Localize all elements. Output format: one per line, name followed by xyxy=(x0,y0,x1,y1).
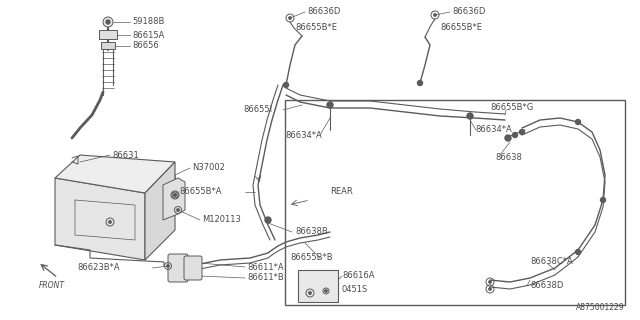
Text: A875001229: A875001229 xyxy=(577,303,625,312)
Text: 0451S: 0451S xyxy=(342,285,368,294)
Text: 86634*A: 86634*A xyxy=(475,125,512,134)
Polygon shape xyxy=(55,155,175,193)
Text: 86655B*E: 86655B*E xyxy=(295,23,337,33)
Text: 86655B*G: 86655B*G xyxy=(490,102,533,111)
Circle shape xyxy=(434,14,436,16)
Circle shape xyxy=(417,81,422,85)
Text: 86634*A: 86634*A xyxy=(285,131,322,140)
Text: REAR: REAR xyxy=(330,188,353,196)
Text: 86631: 86631 xyxy=(112,150,139,159)
Circle shape xyxy=(177,209,179,211)
Text: 86615A: 86615A xyxy=(132,30,164,39)
Bar xyxy=(298,270,338,302)
Text: 86623B*A: 86623B*A xyxy=(77,263,120,273)
FancyBboxPatch shape xyxy=(184,256,202,280)
Circle shape xyxy=(520,130,525,134)
Text: 86656: 86656 xyxy=(132,42,159,51)
Text: 59188B: 59188B xyxy=(132,18,164,27)
Text: N37002: N37002 xyxy=(192,164,225,172)
Text: 86655I: 86655I xyxy=(243,106,272,115)
Text: 86638B: 86638B xyxy=(295,228,328,236)
Text: 86611*A: 86611*A xyxy=(247,262,284,271)
Polygon shape xyxy=(145,162,175,260)
Text: 86636D: 86636D xyxy=(452,7,485,17)
Circle shape xyxy=(513,132,518,138)
Circle shape xyxy=(324,290,327,292)
Circle shape xyxy=(467,113,473,119)
FancyBboxPatch shape xyxy=(168,254,188,282)
FancyBboxPatch shape xyxy=(101,42,115,49)
Text: 86638D: 86638D xyxy=(530,281,563,290)
Text: 86638: 86638 xyxy=(495,154,522,163)
Text: 86655B*B: 86655B*B xyxy=(290,253,333,262)
Circle shape xyxy=(309,292,311,294)
FancyBboxPatch shape xyxy=(99,30,117,39)
Polygon shape xyxy=(163,178,185,220)
Circle shape xyxy=(327,102,333,108)
Bar xyxy=(285,100,625,305)
Text: 86616A: 86616A xyxy=(342,270,374,279)
Text: 86636D: 86636D xyxy=(307,7,340,17)
Circle shape xyxy=(489,281,492,283)
Text: 86655B*A: 86655B*A xyxy=(179,188,222,196)
Circle shape xyxy=(109,221,111,223)
Text: 86638C*A: 86638C*A xyxy=(530,258,573,267)
Circle shape xyxy=(174,194,176,196)
Circle shape xyxy=(575,119,580,124)
Circle shape xyxy=(575,250,580,254)
Circle shape xyxy=(167,265,169,267)
Text: 86611*B: 86611*B xyxy=(247,274,284,283)
Text: M120113: M120113 xyxy=(202,215,241,225)
Circle shape xyxy=(103,17,113,27)
Circle shape xyxy=(489,288,492,290)
Text: FRONT: FRONT xyxy=(39,281,65,290)
Circle shape xyxy=(289,17,291,19)
Polygon shape xyxy=(55,178,145,260)
Circle shape xyxy=(505,135,511,141)
Circle shape xyxy=(600,197,605,203)
Circle shape xyxy=(284,83,289,87)
Circle shape xyxy=(265,217,271,223)
Circle shape xyxy=(174,194,176,196)
Circle shape xyxy=(106,20,110,24)
Text: 86655B*E: 86655B*E xyxy=(440,23,482,33)
